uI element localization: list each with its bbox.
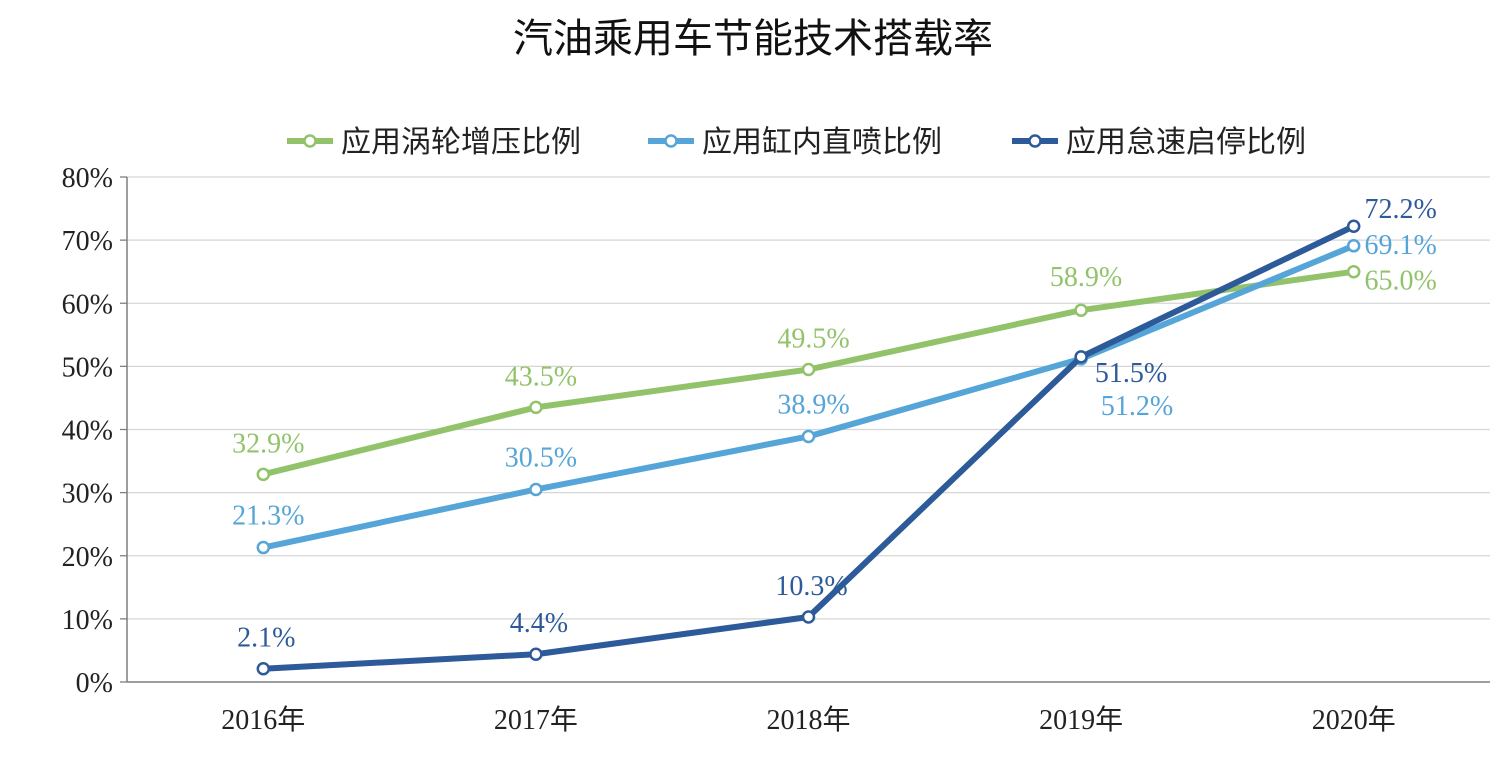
series-1 xyxy=(256,264,1361,482)
chart-title: 汽油乘用车节能技术搭载率 xyxy=(513,16,993,62)
data-label: 4.4% xyxy=(510,608,568,639)
data-label: 10.3% xyxy=(775,571,847,602)
data-label: 51.2% xyxy=(1101,391,1173,422)
data-point xyxy=(529,400,543,415)
data-point xyxy=(1346,239,1361,253)
y-tick-label: 60% xyxy=(62,289,113,320)
y-tick-label: 80% xyxy=(62,163,113,194)
data-label: 21.3% xyxy=(232,501,304,532)
legend-item-2: 应用缸内直喷比例 xyxy=(648,125,942,160)
legend-label: 应用涡轮增压比例 xyxy=(341,125,581,160)
data-label: 30.5% xyxy=(505,442,577,473)
legend-label: 应用缸内直喷比例 xyxy=(702,125,942,160)
series-3 xyxy=(256,219,1361,676)
data-label: 38.9% xyxy=(777,389,849,420)
data-point xyxy=(256,540,271,555)
data-point xyxy=(256,467,271,482)
y-tick-label: 50% xyxy=(62,352,113,383)
legend-label: 应用怠速启停比例 xyxy=(1066,125,1306,160)
legend: 应用涡轮增压比例 应用缸内直喷比例 应用怠速启停比例 xyxy=(287,125,1306,160)
legend-item-1: 应用涡轮增压比例 xyxy=(287,125,581,160)
data-labels: 32.9% 43.5% 49.5% 58.9% 65.0% 21.3% 30.5% 38.9%… xyxy=(232,194,1437,654)
y-tick-label: 10% xyxy=(62,605,113,636)
y-tick-label: 70% xyxy=(62,226,113,257)
data-point xyxy=(801,610,816,624)
data-label: 49.5% xyxy=(777,324,849,355)
legend-marker xyxy=(303,134,317,148)
x-tick-label: 2019年 xyxy=(1039,704,1123,736)
series-layer xyxy=(256,219,1361,676)
data-label: 2.1% xyxy=(237,623,295,654)
y-tick-label: 30% xyxy=(62,479,113,510)
legend-marker xyxy=(664,134,678,148)
gridlines xyxy=(127,176,1490,620)
data-point xyxy=(1346,219,1361,233)
legend-marker xyxy=(1028,134,1042,148)
data-label: 32.9% xyxy=(232,428,304,459)
data-point xyxy=(801,429,816,444)
x-tick-label: 2017年 xyxy=(494,704,578,736)
data-point xyxy=(1346,264,1361,279)
data-label: 72.2% xyxy=(1365,194,1437,225)
axes: 0% 10% 20% 30% 40% 50% 60% 70% 80% 2016年 2017年 2018… xyxy=(62,163,1490,736)
y-tick-label: 20% xyxy=(62,542,113,573)
data-label: 51.5% xyxy=(1095,358,1167,389)
x-tick-label: 2020年 xyxy=(1312,704,1396,736)
data-point xyxy=(1074,350,1088,364)
data-point xyxy=(1074,303,1088,317)
y-tick-label: 40% xyxy=(62,416,113,447)
x-tick-label: 2016年 xyxy=(221,704,305,736)
x-tick-label: 2018年 xyxy=(766,704,850,736)
data-point xyxy=(256,661,271,676)
data-point xyxy=(801,362,816,377)
data-point xyxy=(529,482,543,497)
y-tick-label: 0% xyxy=(76,668,113,699)
data-label: 69.1% xyxy=(1365,230,1437,261)
data-label: 43.5% xyxy=(505,361,577,392)
data-label: 65.0% xyxy=(1365,266,1437,297)
data-label: 58.9% xyxy=(1050,262,1122,293)
legend-item-3: 应用怠速启停比例 xyxy=(1012,125,1306,160)
data-point xyxy=(529,647,543,661)
